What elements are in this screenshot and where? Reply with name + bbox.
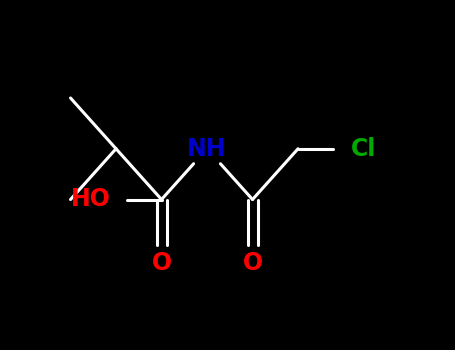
- Text: HO: HO: [71, 188, 111, 211]
- Text: O: O: [152, 251, 172, 275]
- Text: O: O: [243, 251, 263, 275]
- Text: Cl: Cl: [351, 137, 377, 161]
- Text: NH: NH: [187, 137, 227, 161]
